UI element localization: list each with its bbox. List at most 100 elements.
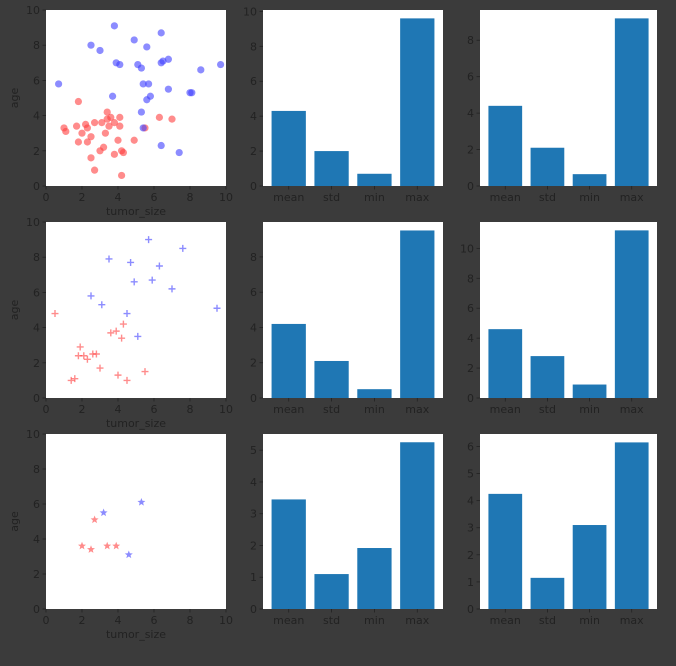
scatter-point xyxy=(87,154,95,162)
x-axis-label: tumor_size xyxy=(106,205,166,218)
x-tick-label: 0 xyxy=(43,614,50,627)
y-tick-label: 6 xyxy=(250,286,257,299)
y-tick-label: 4 xyxy=(467,332,474,345)
y-tick-label: 0 xyxy=(33,392,40,405)
y-tick-label: 8 xyxy=(250,40,257,53)
y-tick-label: 10 xyxy=(460,242,474,255)
x-tick-label: std xyxy=(323,403,340,416)
scatter-point xyxy=(119,148,127,157)
scatter-point xyxy=(96,364,104,372)
scatter-point xyxy=(83,138,91,146)
scatter-point xyxy=(67,376,75,384)
scatter-point xyxy=(91,166,99,174)
bar xyxy=(614,230,649,398)
y-tick-label: 3 xyxy=(250,508,257,521)
y-tick-label: 0 xyxy=(250,180,257,193)
x-tick-label: 10 xyxy=(219,614,233,627)
scatter-point xyxy=(139,80,147,88)
y-tick-label: 3 xyxy=(467,522,474,535)
bar xyxy=(271,110,306,186)
y-tick-label: 0 xyxy=(467,180,474,193)
bar xyxy=(530,577,565,609)
x-tick-label: 4 xyxy=(115,614,122,627)
y-tick-label: 4 xyxy=(33,110,40,123)
scatter-point xyxy=(217,60,225,69)
x-tick-label: min xyxy=(579,614,600,627)
x-tick-label: std xyxy=(323,614,340,627)
scatter-point xyxy=(118,171,126,180)
y-tick-label: 2 xyxy=(33,357,40,370)
x-tick-label: 8 xyxy=(187,614,194,627)
scatter-point xyxy=(116,113,124,121)
scatter-point xyxy=(157,29,165,37)
scatter-point xyxy=(87,133,95,141)
scatter-point xyxy=(83,355,91,363)
axes-background xyxy=(46,434,226,609)
scatter-point xyxy=(164,55,172,63)
scatter-point xyxy=(130,36,138,44)
bar xyxy=(314,360,349,398)
scatter-point xyxy=(137,64,145,72)
scatter-point xyxy=(157,141,165,150)
y-tick-label: 4 xyxy=(33,322,40,335)
scatter-point xyxy=(127,258,135,266)
bar xyxy=(572,384,607,398)
x-tick-label: std xyxy=(539,403,556,416)
x-tick-label: max xyxy=(405,191,429,204)
scatter-point xyxy=(74,97,82,106)
scatter-point xyxy=(123,376,131,384)
scatter-point xyxy=(73,122,81,130)
scatter-point xyxy=(114,371,122,379)
y-tick-label: 0 xyxy=(467,603,474,616)
scatter-point xyxy=(188,89,196,97)
y-tick-label: 6 xyxy=(467,302,474,315)
scatter-point xyxy=(55,80,63,88)
x-tick-label: 4 xyxy=(115,191,122,204)
y-tick-label: 0 xyxy=(467,392,474,405)
bar xyxy=(400,442,435,609)
x-tick-label: 2 xyxy=(79,614,86,627)
x-tick-label: max xyxy=(620,614,644,627)
y-tick-label: 4 xyxy=(467,107,474,120)
y-tick-label: 4 xyxy=(467,495,474,508)
subplot-7 xyxy=(42,433,227,613)
y-tick-label: 8 xyxy=(33,39,40,52)
y-tick-label: 4 xyxy=(250,476,257,489)
y-tick-label: 4 xyxy=(250,110,257,123)
x-tick-label: 4 xyxy=(115,403,122,416)
subplot-6 xyxy=(476,222,657,402)
scatter-point xyxy=(87,41,95,49)
y-tick-label: 6 xyxy=(250,75,257,88)
scatter-point xyxy=(107,329,115,337)
x-tick-label: 2 xyxy=(79,191,86,204)
bar xyxy=(488,329,523,398)
x-tick-label: mean xyxy=(490,614,521,627)
x-tick-label: 2 xyxy=(79,403,86,416)
subplot-3 xyxy=(476,10,657,190)
scatter-point xyxy=(107,113,115,121)
scatter-point xyxy=(105,255,113,263)
bar xyxy=(271,323,306,398)
scatter-point xyxy=(103,541,112,550)
x-tick-label: 6 xyxy=(151,403,158,416)
subplot-8 xyxy=(259,434,443,613)
scatter-point xyxy=(175,148,183,157)
y-tick-label: 5 xyxy=(467,468,474,481)
x-tick-label: 10 xyxy=(219,191,233,204)
y-tick-label: 1 xyxy=(250,571,257,584)
scatter-point xyxy=(146,92,154,100)
scatter-point xyxy=(118,334,126,342)
y-axis-label: age xyxy=(8,300,21,321)
scatter-point xyxy=(116,60,124,69)
bar xyxy=(400,18,435,187)
x-tick-label: std xyxy=(323,191,340,204)
x-tick-label: mean xyxy=(273,614,304,627)
bar xyxy=(572,525,607,609)
scatter-point xyxy=(78,541,86,550)
bar xyxy=(271,499,306,609)
y-tick-label: 1 xyxy=(467,576,474,589)
x-tick-label: min xyxy=(364,191,385,204)
axes-background xyxy=(46,10,226,186)
y-tick-label: 0 xyxy=(33,603,40,616)
scatter-point xyxy=(130,136,138,144)
